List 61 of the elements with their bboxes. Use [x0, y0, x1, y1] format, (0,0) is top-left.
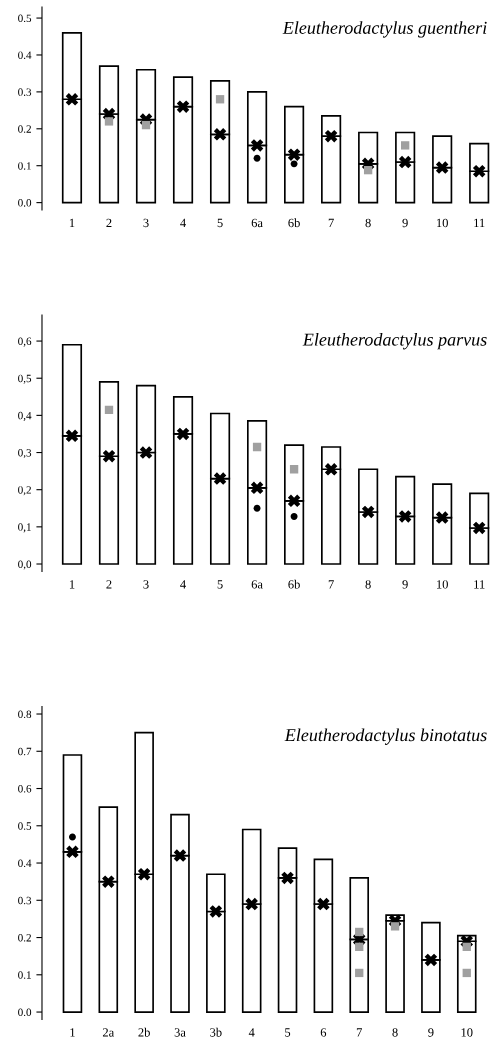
x-tick-label: 3: [143, 218, 149, 228]
x-tick-label: 7: [356, 1028, 362, 1037]
x-tick-label: 1: [69, 580, 75, 589]
x-tick-label: 7: [328, 218, 334, 228]
x-tick-label: 3b: [210, 1027, 222, 1037]
y-tick-label: 0.2: [18, 125, 31, 133]
y-tick-label: 0.1: [18, 971, 31, 979]
x-tick-label: 10: [461, 1028, 473, 1037]
x-tick-label: 1: [70, 1028, 75, 1037]
y-tick-label: 0.6: [18, 784, 32, 793]
y-tick-label: 0.4: [18, 859, 32, 868]
x-tick-label: 8: [365, 218, 371, 228]
x-tick-label: 6a: [251, 580, 263, 589]
y-tick-label: 0.4: [18, 51, 32, 59]
y-tick-label: 0.2: [18, 934, 31, 942]
y-tick-label: 0,1: [18, 523, 31, 533]
x-tick-label: 6: [320, 1028, 327, 1037]
y-tick-label: 0,3: [18, 449, 32, 459]
x-tick-label: 5: [217, 218, 223, 228]
x-tick-label: 9: [428, 1028, 434, 1037]
y-tick-label: 0.1: [18, 162, 31, 170]
y-tick-label: 0.3: [18, 88, 32, 96]
x-tick-label: 4: [180, 580, 186, 589]
x-tick-label: 4: [248, 1028, 255, 1037]
x-tick-label: 5: [285, 1028, 291, 1037]
x-tick-label: 9: [402, 218, 408, 228]
text: Eleutherodactylus binotatus: [284, 728, 487, 745]
x-tick-label: 2: [106, 580, 112, 589]
y-tick-label: 0,5: [18, 374, 32, 384]
x-tick-label: 2a: [102, 1028, 115, 1037]
x-tick-label: 6b: [288, 579, 300, 589]
y-tick-label: 0,6: [18, 337, 32, 347]
text: Eleutherodactylus guentheri: [282, 21, 487, 38]
y-tick-label: 0.0: [18, 199, 32, 207]
x-tick-label: 10: [437, 580, 448, 589]
x-tick-label: 7: [328, 580, 334, 589]
text: Eleutherodactylus parvus: [302, 333, 487, 350]
y-tick-label: 0.8: [18, 710, 32, 719]
y-tick-label: 0,0: [18, 560, 32, 570]
x-tick-label: 6b: [288, 218, 300, 228]
y-tick-label: 0,2: [18, 486, 31, 496]
x-tick-label: 6a: [251, 218, 263, 228]
x-tick-label: 9: [402, 580, 408, 589]
x-tick-label: 5: [217, 580, 223, 589]
x-tick-label: 3: [143, 580, 149, 589]
y-tick-label: 0.5: [18, 822, 32, 830]
x-tick-label: 8: [392, 1028, 398, 1037]
y-tick-label: 0.5: [18, 14, 32, 23]
x-tick-label: 3a: [174, 1028, 186, 1037]
y-tick-label: 0,4: [18, 411, 32, 421]
x-tick-label: 1: [69, 218, 75, 228]
x-tick-label: 8: [365, 580, 371, 589]
x-tick-label: 11: [474, 580, 485, 589]
x-tick-label: 11: [474, 218, 485, 228]
x-tick-label: 2: [106, 218, 112, 228]
y-tick-label: 0.7: [18, 747, 32, 756]
y-tick-label: 0.3: [18, 896, 32, 905]
x-tick-label: 2b: [138, 1027, 150, 1037]
x-tick-label: 10: [437, 218, 448, 228]
y-tick-label: 0.0: [18, 1008, 32, 1017]
x-tick-label: 4: [180, 218, 186, 228]
